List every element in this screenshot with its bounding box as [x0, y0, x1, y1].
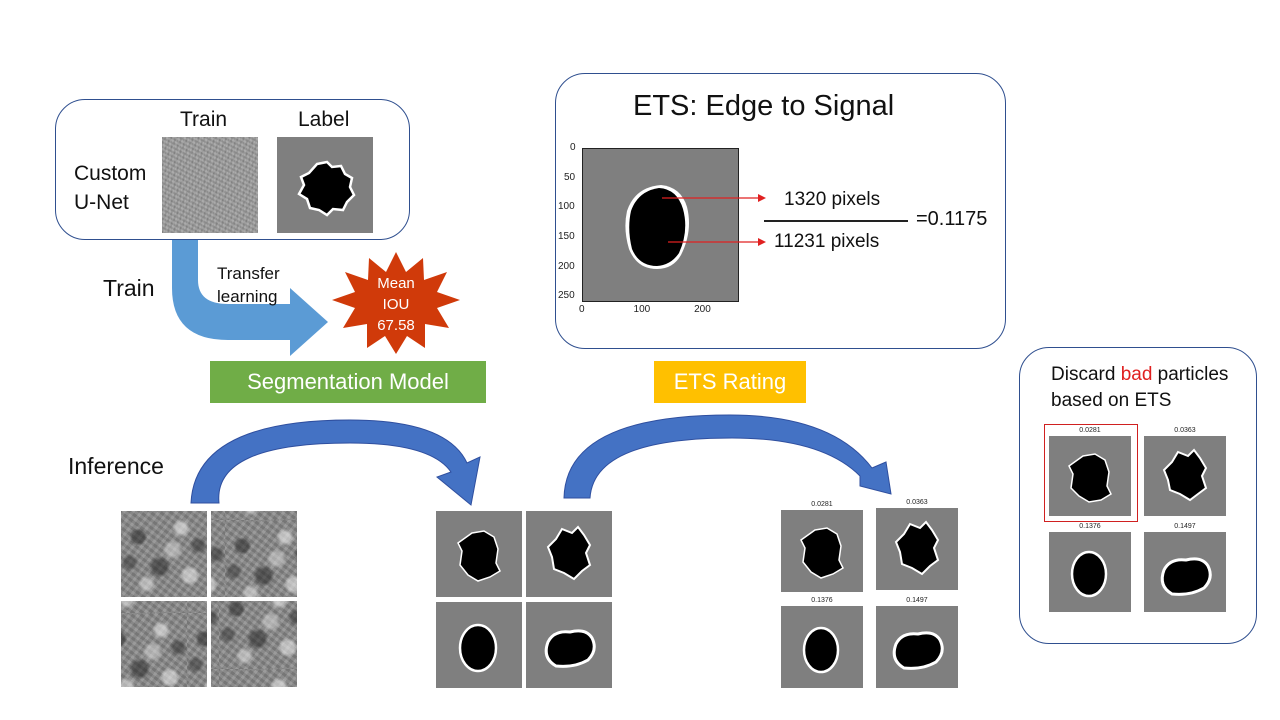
segmented-image-2 [526, 511, 612, 597]
train-step-label: Train [103, 275, 155, 301]
ets-panel-title: ETS: Edge to Signal [633, 90, 895, 122]
ets-x-tick: 0 [579, 304, 585, 315]
rating-curved-arrow [563, 414, 892, 499]
mask-shape [802, 626, 840, 674]
rated-image-4 [876, 606, 958, 688]
label-mask-svg [297, 160, 356, 217]
discard-score-3: 0.1376 [1079, 523, 1101, 530]
mask-shape [894, 520, 940, 576]
ets-y-tick: 200 [558, 260, 575, 272]
ets-result: =0.1175 [916, 208, 988, 230]
edge-pointer-head [758, 194, 766, 202]
rating-arrow-shape [563, 414, 892, 499]
score-label-1: 0.0281 [811, 501, 833, 508]
model-label: Custom U-Net [74, 162, 147, 214]
train-flow-arrow [172, 240, 328, 356]
mask-shape [1068, 453, 1112, 503]
discard-image-1 [1049, 436, 1131, 516]
segmented-mask-3 [458, 623, 498, 673]
discard-image-2 [1144, 436, 1226, 516]
discard-score-2: 0.0363 [1174, 427, 1196, 434]
ets-y-tick: 250 [558, 290, 575, 302]
inference-image-2 [211, 511, 297, 597]
mask-shape [1070, 550, 1108, 598]
segmented-image-1 [436, 511, 522, 597]
discard-line-1: Discard bad particles [1051, 364, 1228, 386]
score-label-4: 0.1497 [906, 597, 928, 604]
train-arrow-shape [172, 240, 328, 356]
segmented-mask-4 [544, 629, 596, 668]
score-label-3: 0.1376 [811, 597, 833, 604]
mask-shape [458, 623, 498, 673]
ets-plot-image [582, 148, 739, 302]
mask-shape [1160, 557, 1212, 596]
discard-text-after: particles [1152, 364, 1229, 385]
discard-line-2: based on ETS [1051, 390, 1172, 411]
train-column-header: Train [180, 108, 228, 131]
discard-mask-2 [1162, 448, 1208, 502]
rated-image-3 [781, 606, 863, 688]
segmented-image-3 [436, 602, 522, 688]
discard-mask-4 [1160, 557, 1212, 596]
inference-curved-arrow [190, 419, 481, 506]
discard-text-before: Discard [1051, 364, 1121, 385]
rated-image-2 [876, 508, 958, 590]
rated-mask-4 [892, 631, 944, 670]
mask-shape [546, 525, 592, 581]
iou-badge-text: Mean IOU 67.58 [377, 275, 415, 334]
discard-selection-frame [1044, 424, 1138, 522]
ets-y-tick: 0 [570, 142, 576, 153]
ets-x-tick: 200 [694, 304, 711, 315]
ets-numerator: 1320 pixels [784, 189, 881, 210]
rated-mask-1 [800, 527, 844, 579]
rated-mask-2 [894, 520, 940, 576]
ets-fraction-bar [764, 220, 908, 222]
mask-shape [457, 530, 501, 582]
rated-image-1 [781, 510, 863, 592]
ets-y-tick: 150 [558, 231, 575, 243]
mask-shape [892, 631, 944, 670]
transfer-learning-label: Transfer learning [217, 264, 280, 306]
ets-y-tick: 100 [558, 201, 575, 213]
ets-x-tick: 100 [633, 304, 651, 315]
inference-arrow-shape [190, 419, 481, 506]
train-image [162, 137, 258, 233]
ets-plot-svg [625, 185, 689, 269]
segmented-image-4 [526, 602, 612, 688]
inference-image-4 [211, 601, 297, 687]
iou-badge-shape [332, 252, 460, 354]
iou-badge-star [332, 252, 460, 354]
ets-pointer-arrows [662, 194, 766, 246]
inference-image-1 [121, 511, 207, 597]
label-column-header: Label [298, 108, 350, 131]
ets-denominator: 11231 pixels [774, 231, 880, 252]
discard-highlight-word: bad [1120, 364, 1153, 385]
ets-signal-blob [629, 188, 686, 266]
label-mask-shape [297, 160, 356, 217]
label-image [277, 137, 373, 233]
inference-image-3 [121, 601, 207, 687]
discard-image-4 [1144, 532, 1226, 612]
signal-pointer-head [758, 238, 766, 246]
ets-y-tick: 50 [564, 171, 576, 183]
ets-rating-banner: ETS Rating [654, 361, 806, 403]
score-label-2: 0.0363 [906, 499, 928, 506]
discard-mask-1 [1068, 453, 1112, 503]
discard-mask-3 [1070, 550, 1108, 598]
mask-shape [544, 629, 596, 668]
discard-score-4: 0.1497 [1174, 523, 1196, 530]
segmentation-model-banner: Segmentation Model [210, 361, 486, 403]
segmented-mask-1 [457, 530, 501, 582]
mask-shape [800, 527, 844, 579]
inference-label: Inference [68, 453, 164, 479]
rated-mask-3 [802, 626, 840, 674]
mask-shape [1162, 448, 1208, 502]
discard-image-3 [1049, 532, 1131, 612]
discard-score-1: 0.0281 [1079, 427, 1101, 434]
segmented-mask-2 [546, 525, 592, 581]
